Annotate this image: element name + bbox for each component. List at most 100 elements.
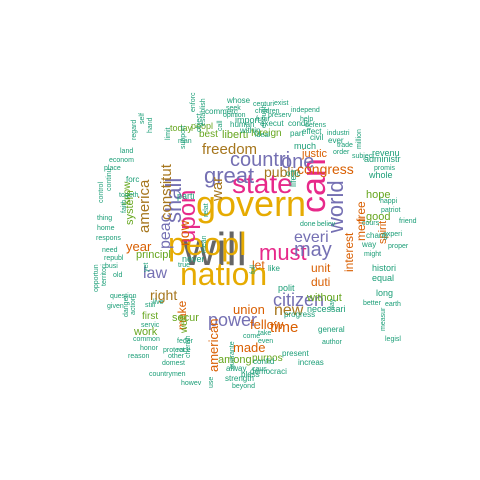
cloud-word: will [183,223,247,275]
cloud-word: subject [352,153,375,160]
cloud-word: never [182,254,205,264]
cloud-word: friend [399,218,417,225]
cloud-word: administr [364,154,401,164]
cloud-word: continu [106,168,113,191]
cloud-word: fellow [250,317,284,332]
cloud-word: seek [226,105,241,112]
cloud-word: constitut [158,164,175,220]
cloud-word: liberti [222,129,249,141]
cloud-word: territori [101,264,108,286]
cloud-word: respons [96,235,121,242]
cloud-word: must [259,240,307,265]
cloud-word: honor [140,345,158,352]
cloud-word: confid [253,357,275,366]
cloud-word: polit [278,283,295,293]
cloud-word: limit [165,127,172,140]
cloud-word: man [178,138,192,145]
cloud-word: execut [260,119,284,128]
cloud-word: first [142,311,159,322]
cloud-word: experi [383,231,403,238]
cloud-word: bless [241,370,260,379]
cloud-word: earth [385,301,401,308]
cloud-word: regard [131,119,138,140]
cloud-word: thing [97,215,113,222]
cloud-word: well [179,315,190,333]
cloud-word: caus [252,366,267,373]
cloud-word: race [177,347,191,354]
cloud-word: parti [177,191,195,201]
cloud-word: industri [327,130,350,137]
cloud-word: freedom [202,141,258,158]
cloud-word: effect [302,127,322,136]
cloud-word: ideal [255,132,270,139]
cloud-word: million [356,129,363,149]
cloud-word: mean [201,235,208,253]
cloud-word: happi [380,198,398,205]
cloud-word: union [233,302,265,317]
cloud-word: defens [305,122,327,129]
cloud-word: opinion [223,112,246,119]
cloud-word: import [235,115,261,125]
cloud-word: way [362,240,377,249]
cloud-word: forc [126,175,140,184]
cloud-word: nation [180,256,268,292]
cloud-word: peopl [168,226,247,262]
cloud-word: question [110,293,137,300]
cloud-word: action [130,296,137,315]
cloud-word: old [113,272,123,279]
cloud-word: principl [136,249,171,261]
cloud-word: offic [286,169,301,178]
cloud-word: yet [143,262,150,272]
cloud-word: hope [366,189,391,201]
cloud-word: other [168,353,184,360]
cloud-word: togeth [119,192,139,199]
cloud-word: faith [121,199,128,213]
cloud-word: year [126,239,152,254]
cloud-word: countrymen [149,371,186,378]
cloud-word: take [258,330,272,337]
cloud-word: republ [104,255,124,262]
cloud-word: full [250,265,257,274]
cloud-word: feder [177,338,193,345]
cloud-word: day [329,298,336,310]
cloud-word: live [153,299,164,306]
cloud-word: equal [372,273,395,283]
cloud-word: part [290,129,304,138]
cloud-word: legisl [385,336,401,343]
cloud-word: trade [337,142,353,149]
cloud-word: made [233,340,266,355]
cloud-word: duti [311,275,331,289]
cloud-word: human [230,120,255,129]
cloud-word: now [176,220,192,246]
cloud-word: help [300,116,314,123]
cloud-word: public [264,164,301,180]
cloud-word: howev [181,380,202,387]
cloud-word: econom [109,157,134,164]
cloud-word: today [170,123,193,133]
cloud-word: necessari [307,304,346,314]
cloud-word: increas [298,358,324,367]
cloud-word: secur [172,312,199,324]
cloud-word: opportun [93,264,100,292]
cloud-word: busi [105,263,118,270]
cloud-word: hand [147,117,154,133]
cloud-word: need [102,247,118,254]
cloud-word: revenu [372,148,400,158]
cloud-word: justic [302,148,328,160]
cloud-word: like [268,264,281,273]
cloud-word: author [322,339,342,346]
cloud-word: still [145,302,156,309]
cloud-word: condit [288,119,310,128]
cloud-word: great [204,163,255,188]
cloud-word: without [307,292,342,304]
cloud-word: danger [123,295,130,317]
cloud-word: children [255,108,280,115]
cloud-word: histori [372,263,397,273]
cloud-word: war [209,176,226,201]
cloud-word: self [139,113,146,124]
cloud-word: given [107,303,124,310]
cloud-word: promis [374,165,396,172]
cloud-word: within [240,126,261,135]
cloud-word: better [363,300,381,307]
